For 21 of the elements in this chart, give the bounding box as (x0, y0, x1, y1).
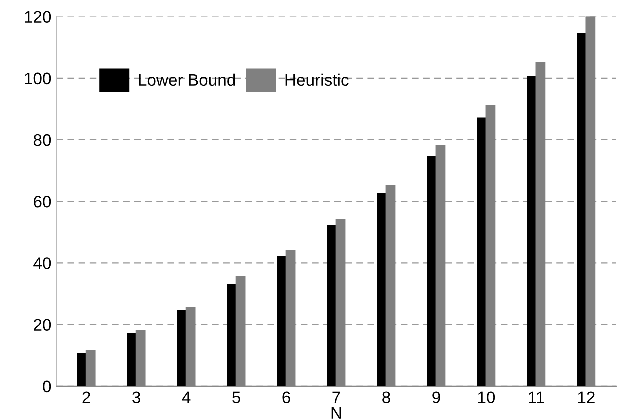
y-tick-label: 20 (34, 319, 52, 332)
x-tick-label: 8 (382, 392, 390, 404)
y-tick-label: 0 (43, 380, 52, 393)
y-tick-label: 80 (34, 134, 52, 146)
x-tick-label: 2 (82, 392, 90, 404)
x-tick-label: 10 (478, 392, 496, 404)
y-tick-label: 100 (25, 72, 52, 85)
legend-label: Lower Bound (139, 74, 236, 86)
legend-label: Heuristic (286, 74, 349, 86)
x-axis-title: N (332, 407, 342, 419)
x-tick-label: 9 (432, 392, 440, 404)
x-tick-label: 5 (232, 392, 240, 404)
x-tick-label: 3 (132, 392, 140, 404)
y-tick-label: 120 (25, 11, 52, 24)
y-tick-label: 40 (34, 258, 52, 270)
x-tick-label: 6 (282, 392, 290, 404)
x-tick-label: 4 (182, 392, 191, 404)
x-tick-label: 7 (332, 392, 340, 404)
y-tick-label: 60 (34, 196, 52, 208)
x-tick-label: 12 (578, 392, 595, 404)
x-tick-label: 11 (529, 392, 544, 404)
